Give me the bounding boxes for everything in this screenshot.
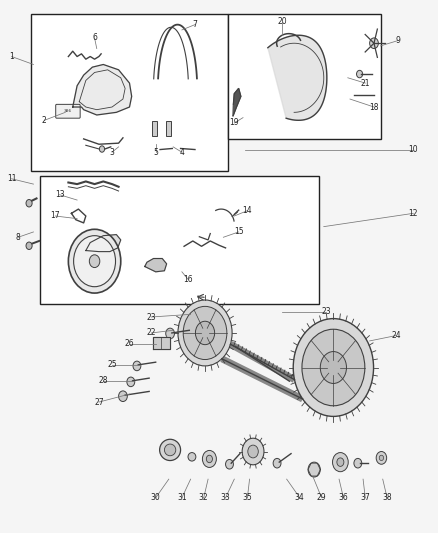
Circle shape [320,352,346,383]
Text: 20: 20 [278,18,287,27]
Text: 10: 10 [409,145,418,154]
Text: 23: 23 [147,312,156,321]
Text: 386: 386 [64,109,72,114]
Text: 9: 9 [396,36,400,45]
Text: 7: 7 [193,20,198,29]
Text: 26: 26 [125,339,134,348]
Circle shape [273,458,281,468]
Bar [40,176,319,304]
Text: 34: 34 [295,493,305,502]
Circle shape [379,455,384,461]
Circle shape [127,377,135,386]
Circle shape [206,455,212,463]
Circle shape [119,391,127,401]
Polygon shape [152,337,170,349]
Text: 3: 3 [110,148,114,157]
Circle shape [178,300,232,366]
Circle shape [337,458,344,466]
Text: 5: 5 [153,148,158,157]
Text: 13: 13 [55,190,64,199]
Text: 15: 15 [234,228,244,237]
Text: 31: 31 [177,493,187,502]
Circle shape [202,450,216,467]
Circle shape [332,453,348,472]
Text: 21: 21 [360,78,370,87]
Polygon shape [145,259,166,272]
Polygon shape [233,88,241,116]
Text: 27: 27 [94,398,104,407]
Text: 12: 12 [409,209,418,218]
Text: 36: 36 [339,493,348,502]
Bar [31,14,228,171]
Circle shape [133,361,141,370]
Circle shape [302,329,365,406]
Text: 11: 11 [7,174,16,183]
Bar [166,122,171,136]
Text: 14: 14 [243,206,252,215]
Text: 33: 33 [221,493,230,502]
Text: 6: 6 [92,34,97,43]
Circle shape [26,199,32,207]
Circle shape [242,438,264,465]
FancyBboxPatch shape [56,104,80,118]
Circle shape [68,229,121,293]
Polygon shape [86,235,121,252]
Text: 28: 28 [99,376,108,385]
Circle shape [370,38,378,49]
Text: 18: 18 [369,102,379,111]
Circle shape [99,146,105,152]
Circle shape [226,459,233,469]
Circle shape [183,306,227,360]
Text: 29: 29 [317,493,326,502]
Text: 8: 8 [16,233,21,242]
Circle shape [195,321,215,345]
Circle shape [308,462,320,477]
Text: 1: 1 [9,52,14,61]
Circle shape [376,451,387,464]
Circle shape [89,255,100,268]
Text: 2: 2 [42,116,47,125]
Text: 30: 30 [151,493,161,502]
Polygon shape [268,35,327,120]
Text: 37: 37 [360,493,370,502]
Text: 25: 25 [107,360,117,369]
Circle shape [26,242,32,249]
Text: 38: 38 [382,493,392,502]
Text: 35: 35 [243,493,252,502]
Text: 19: 19 [230,118,239,127]
Ellipse shape [164,444,176,456]
Text: 22: 22 [147,328,156,337]
Bar [228,14,381,139]
Circle shape [74,236,116,287]
Circle shape [357,70,363,78]
Bar [152,122,157,136]
Text: 23: 23 [321,307,331,316]
Text: 24: 24 [391,331,401,340]
Circle shape [166,328,174,339]
Text: 17: 17 [50,212,60,221]
Ellipse shape [188,453,196,461]
Polygon shape [73,64,132,115]
Circle shape [293,319,374,416]
Ellipse shape [159,439,180,461]
Text: 4: 4 [180,148,184,157]
Circle shape [248,445,258,458]
Text: 16: 16 [184,275,193,284]
Text: 32: 32 [199,493,208,502]
Circle shape [354,458,362,468]
